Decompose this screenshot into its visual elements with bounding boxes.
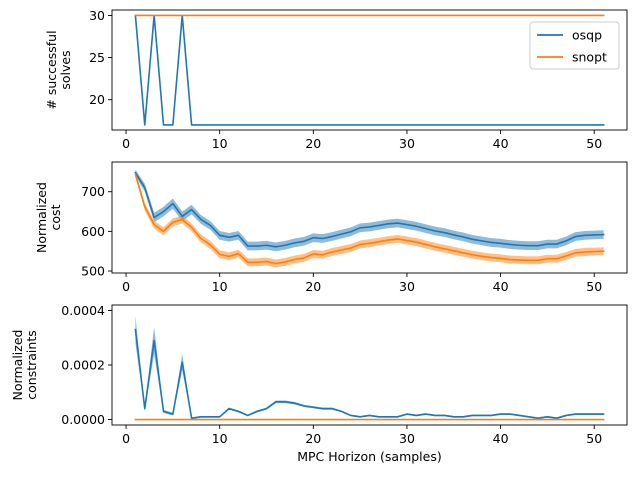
x-tick-label: 40 <box>493 431 509 446</box>
x-tick-label: 20 <box>305 279 321 294</box>
x-tick-label: 0 <box>122 136 130 151</box>
x-tick-label: 10 <box>212 136 228 151</box>
y-axis-label: solves <box>58 50 73 89</box>
y-tick-label: 0.0004 <box>61 303 105 318</box>
y-tick-label: 500 <box>81 264 105 279</box>
series-osqp-line <box>134 14 605 126</box>
y-axis-label: # successful <box>44 30 59 109</box>
legend: osqp snopt <box>529 21 620 70</box>
x-tick-label: 30 <box>399 279 415 294</box>
x-tick-label: 10 <box>212 279 228 294</box>
x-tick-label: 40 <box>493 136 509 151</box>
series-1-band <box>135 315 604 419</box>
x-tick-label: 50 <box>586 136 602 151</box>
y-axis-label: constraints <box>24 330 39 399</box>
x-tick-label: 40 <box>493 279 509 294</box>
x-tick-label: 50 <box>586 431 602 446</box>
subplot-3: 0 10 20 30 40 50 0.0000 0.0002 0.0004 Normalized c… <box>10 303 628 464</box>
series-1-line <box>134 171 605 248</box>
subplot-2: 0 10 20 30 40 50 500 600 700 Normalized cost <box>34 161 628 294</box>
x-tick-label: 30 <box>399 431 415 446</box>
x-tick-label: 0 <box>122 431 130 446</box>
x-axis-label: MPC Horizon (samples) <box>297 449 442 464</box>
y-axis-label: cost <box>48 204 63 230</box>
subplot-1: 0 10 20 30 40 50 20 25 30 # successful solves osqp s… <box>44 8 628 151</box>
y-axis-label: Normalized <box>34 182 49 253</box>
legend-label-osqp: osqp <box>572 28 602 43</box>
series-1-band <box>135 169 604 252</box>
y-tick-label: 25 <box>89 50 105 65</box>
x-tick-label: 10 <box>212 431 228 446</box>
x-tick-label: 20 <box>305 431 321 446</box>
plot-area <box>134 14 605 126</box>
y-tick-label: 0.0002 <box>61 358 105 373</box>
axes-frame <box>111 9 628 131</box>
axes-frame <box>111 161 628 274</box>
y-axis-label: Normalized <box>10 330 25 401</box>
series-1-line <box>134 328 605 419</box>
x-tick-label: 20 <box>305 136 321 151</box>
plot-area <box>134 315 605 421</box>
x-tick-label: 50 <box>586 279 602 294</box>
x-tick-label: 0 <box>122 279 130 294</box>
legend-label-snopt: snopt <box>572 50 607 65</box>
series-2-line <box>134 173 605 265</box>
plot-area <box>134 169 605 268</box>
y-tick-label: 20 <box>89 92 105 107</box>
y-tick-label: 700 <box>81 184 105 199</box>
y-tick-label: 600 <box>81 224 105 239</box>
y-tick-label: 30 <box>89 8 105 23</box>
series-2-band <box>135 171 604 268</box>
y-tick-label: 0.0000 <box>61 412 105 427</box>
x-tick-label: 30 <box>399 136 415 151</box>
